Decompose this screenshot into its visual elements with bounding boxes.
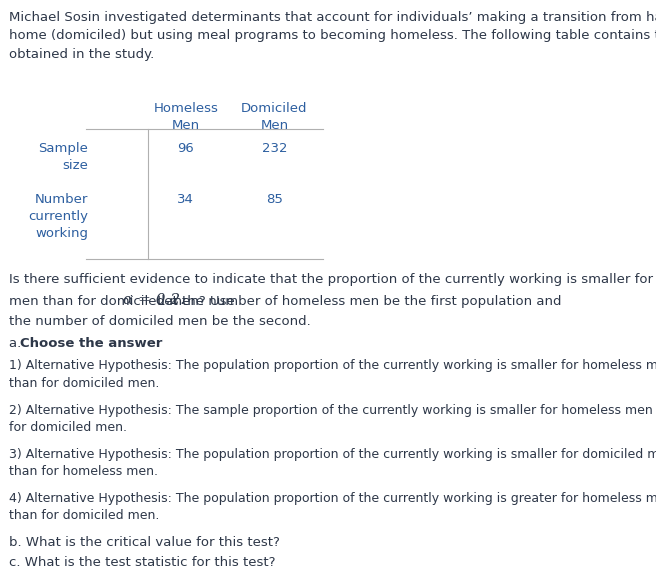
Text: b. What is the critical value for this test?: b. What is the critical value for this t… bbox=[9, 536, 279, 549]
Text: Choose the answer: Choose the answer bbox=[20, 338, 163, 351]
Text: 4) Alternative Hypothesis: The population proportion of the currently working is: 4) Alternative Hypothesis: The populatio… bbox=[9, 492, 656, 522]
Text: Number
currently
working: Number currently working bbox=[28, 193, 89, 240]
Text: 1) Alternative Hypothesis: The population proportion of the currently working is: 1) Alternative Hypothesis: The populatio… bbox=[9, 359, 656, 390]
Text: α = 0.2.: α = 0.2. bbox=[123, 293, 185, 308]
Text: Domiciled
Men: Domiciled Men bbox=[241, 102, 308, 132]
Text: 34: 34 bbox=[177, 193, 194, 206]
Text: 96: 96 bbox=[178, 142, 194, 155]
Text: Let the number of homeless men be the first population and: Let the number of homeless men be the fi… bbox=[153, 295, 561, 308]
Text: Homeless
Men: Homeless Men bbox=[154, 102, 218, 132]
Text: a.: a. bbox=[9, 338, 26, 351]
Text: Is there sufficient evidence to indicate that the proportion of the currently wo: Is there sufficient evidence to indicate… bbox=[9, 273, 656, 286]
Text: Sample
size: Sample size bbox=[39, 142, 89, 172]
Text: Michael Sosin investigated determinants that account for individuals’ making a t: Michael Sosin investigated determinants … bbox=[9, 10, 656, 60]
Text: 3) Alternative Hypothesis: The population proportion of the currently working is: 3) Alternative Hypothesis: The populatio… bbox=[9, 447, 656, 478]
Text: the number of domiciled men be the second.: the number of domiciled men be the secon… bbox=[9, 316, 310, 328]
Text: c. What is the test statistic for this test?: c. What is the test statistic for this t… bbox=[9, 556, 276, 569]
Text: 2) Alternative Hypothesis: The sample proportion of the currently working is sma: 2) Alternative Hypothesis: The sample pr… bbox=[9, 404, 656, 434]
Text: 232: 232 bbox=[262, 142, 287, 155]
Text: men than for domiciled men? Use: men than for domiciled men? Use bbox=[9, 295, 235, 308]
Text: 85: 85 bbox=[266, 193, 283, 206]
Text: :: : bbox=[86, 338, 94, 351]
